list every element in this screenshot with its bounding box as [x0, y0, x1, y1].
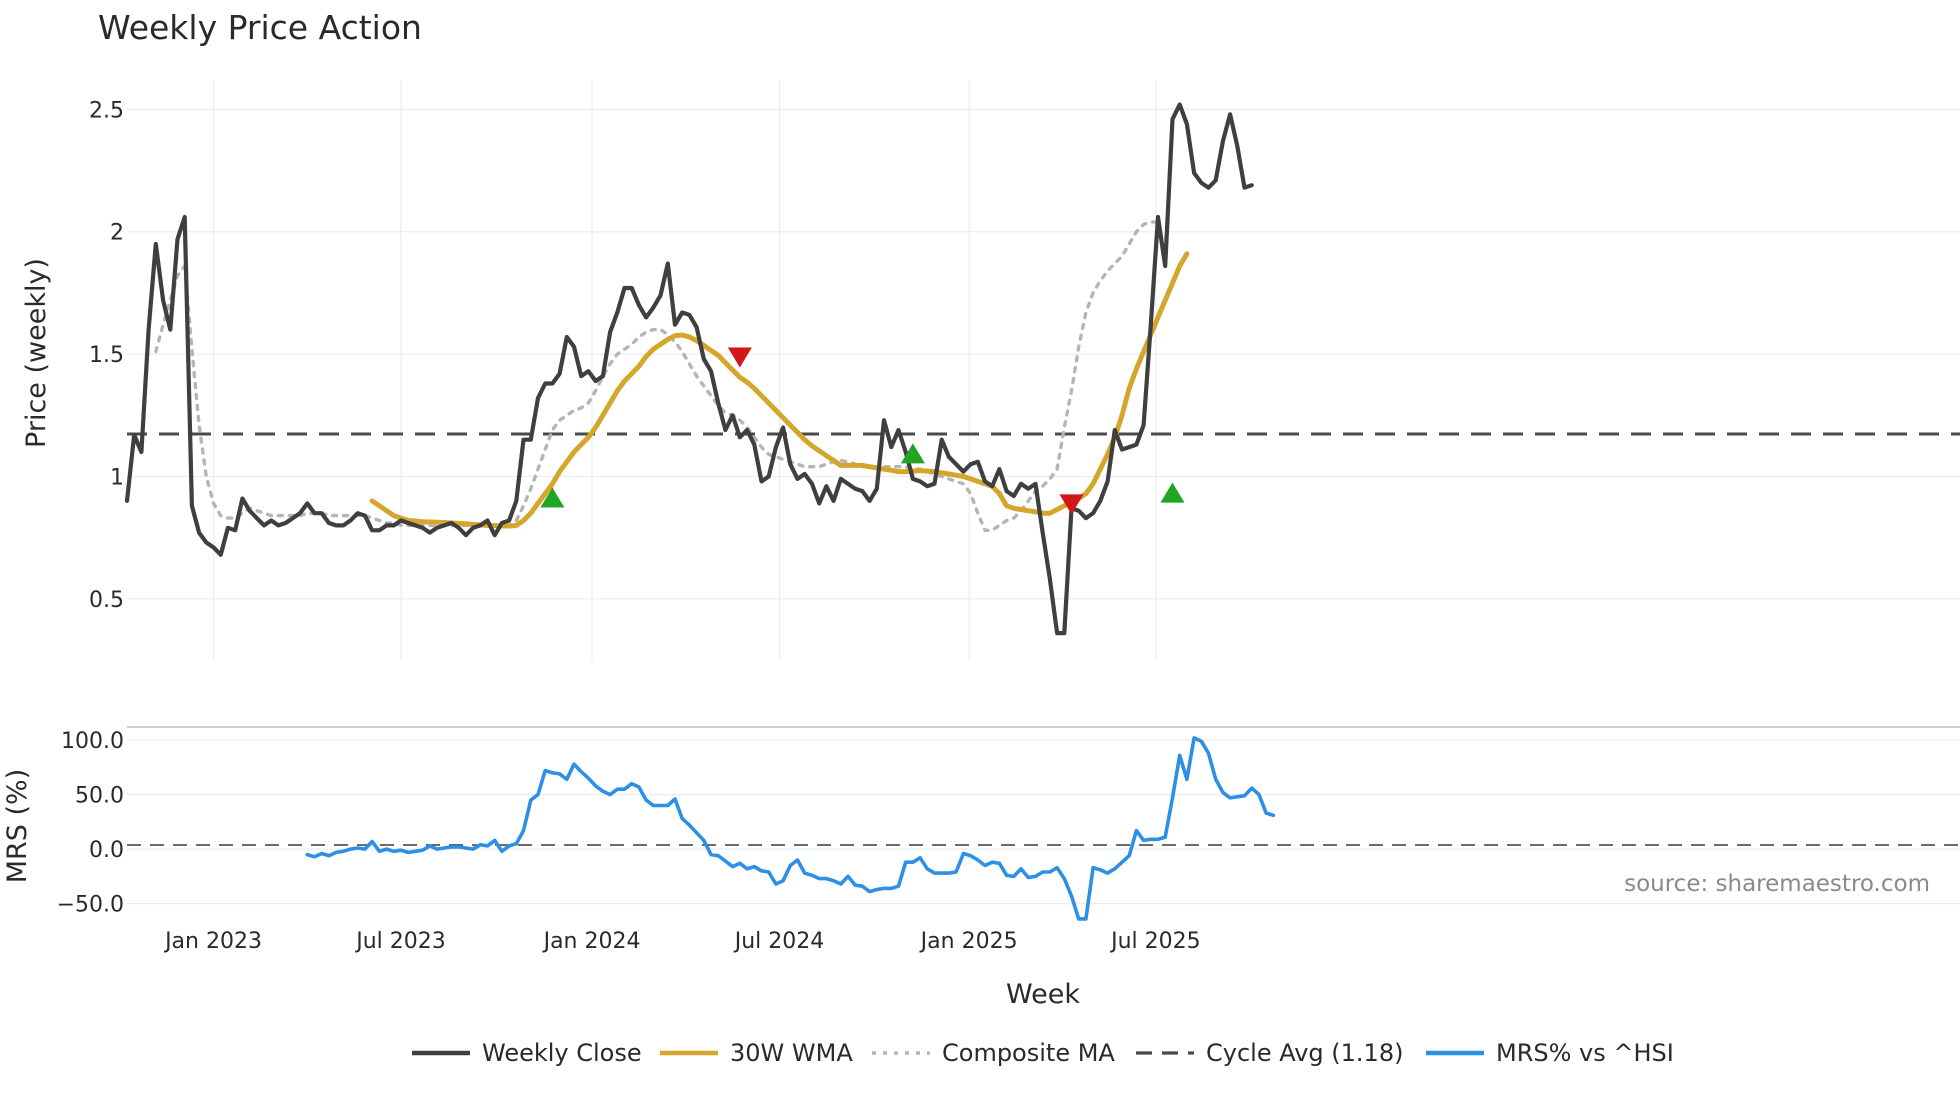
legend-item[interactable]: Weekly Close: [412, 1039, 642, 1067]
sell-signal-marker: [1059, 494, 1084, 515]
price-y-tick-label: 2: [110, 221, 124, 246]
mrs-y-tick-label: 50.0: [75, 784, 124, 809]
x-tick-label: Jul 2025: [1109, 929, 1201, 954]
x-tick-label: Jan 2025: [919, 929, 1018, 954]
mrs-series: [305, 736, 1276, 921]
source-watermark: source: sharemaestro.com: [1624, 871, 1930, 897]
price-y-tick-label: 0.5: [89, 588, 124, 613]
30w-wma-line: [369, 251, 1190, 529]
buy-signal-marker: [900, 443, 925, 464]
legend-label: Cycle Avg (1.18): [1206, 1039, 1403, 1067]
buy-signal-marker: [1160, 482, 1185, 503]
mrs-gridlines: [127, 726, 1960, 905]
price-y-tick-label: 2.5: [89, 98, 124, 123]
price-y-tick-label: 1.5: [89, 343, 124, 368]
legend-item[interactable]: Composite MA: [872, 1039, 1115, 1067]
price-gridlines: [127, 80, 1960, 660]
x-axis-title: Week: [1006, 979, 1080, 1010]
buy-signal-marker: [540, 487, 565, 508]
price-y-ticks: 0.5 1 1.5 2 2.5: [89, 98, 124, 612]
legend-item[interactable]: 30W WMA: [660, 1039, 853, 1067]
x-tick-label: Jul 2024: [733, 929, 825, 954]
legend-item[interactable]: MRS% vs ^HSI: [1426, 1039, 1674, 1067]
x-tick-label: Jan 2024: [542, 929, 641, 954]
mrs-y-axis-title: MRS (%): [2, 769, 33, 884]
mrs-panel: −50.0 0.0 50.0 100.0 MRS (%) source: sharem…: [2, 726, 1960, 921]
composite-ma-line: [154, 220, 1160, 532]
price-panel: 0.5 1 1.5 2 2.5 Price (weekly): [21, 80, 1960, 660]
mrs-y-tick-label: −50.0: [57, 893, 124, 918]
mrs-y-tick-label: 100.0: [61, 729, 124, 754]
x-tick-label: Jan 2023: [163, 929, 262, 954]
legend-label: Weekly Close: [482, 1039, 642, 1067]
mrs-vs-hsi-line: [305, 736, 1276, 921]
chart-title: Weekly Price Action: [98, 8, 422, 47]
legend: Weekly Close 30W WMA Composite MA Cycle Avg…: [412, 1039, 1674, 1067]
x-tick-label: Jul 2023: [354, 929, 446, 954]
price-y-tick-label: 1: [110, 465, 124, 490]
signal-markers: [540, 347, 1185, 515]
legend-label: MRS% vs ^HSI: [1496, 1039, 1674, 1067]
legend-item[interactable]: Cycle Avg (1.18): [1136, 1039, 1403, 1067]
sell-signal-marker: [727, 347, 752, 368]
weekly-close-line: [124, 102, 1254, 636]
price-series: [124, 102, 1254, 636]
x-axis-ticks: Jan 2023 Jul 2023 Jan 2024 Jul 2024 Jan 2025…: [163, 929, 1201, 954]
legend-label: Composite MA: [942, 1039, 1115, 1067]
mrs-y-ticks: −50.0 0.0 50.0 100.0: [57, 729, 124, 918]
price-y-axis-title: Price (weekly): [21, 258, 52, 448]
mrs-y-tick-label: 0.0: [89, 838, 124, 863]
legend-label: 30W WMA: [730, 1039, 853, 1067]
